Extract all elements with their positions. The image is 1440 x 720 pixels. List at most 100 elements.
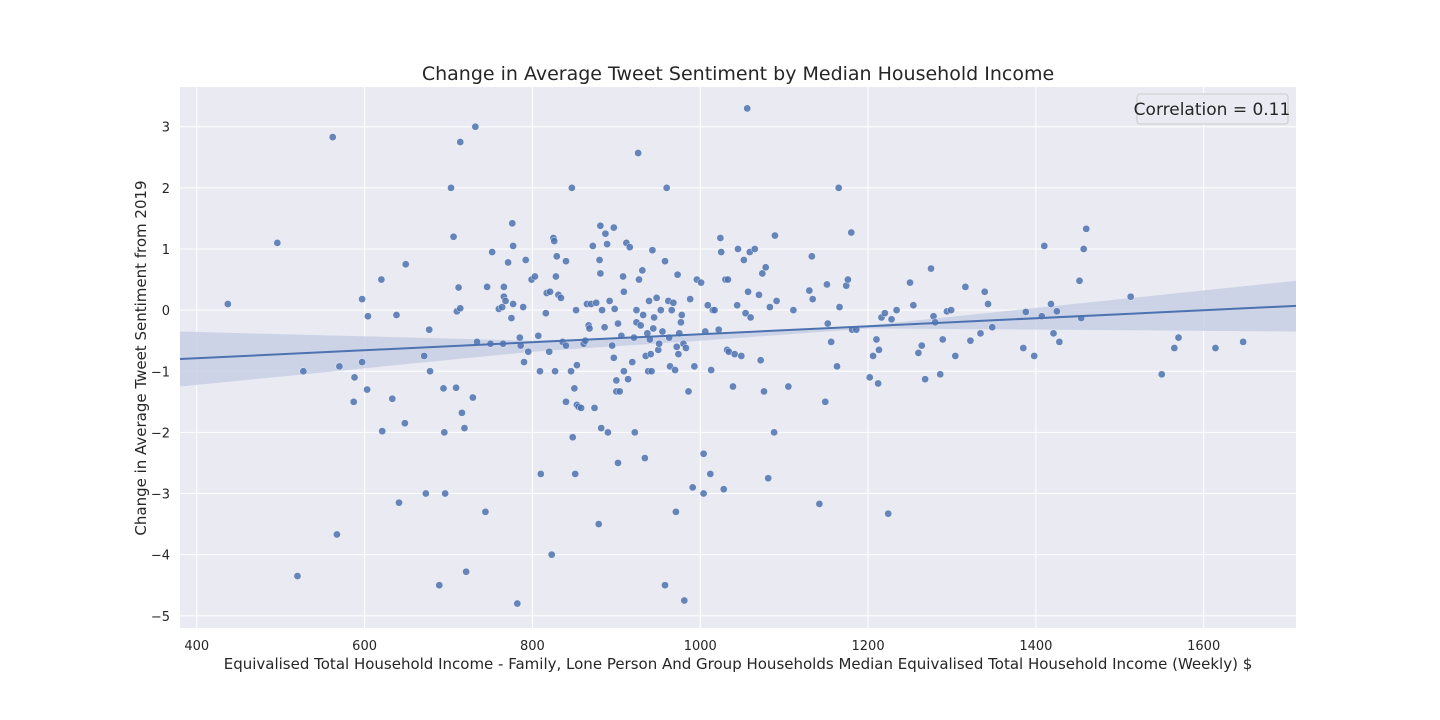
data-point <box>401 419 409 428</box>
data-point <box>710 306 719 314</box>
data-point <box>562 341 570 350</box>
data-point <box>335 362 344 371</box>
data-point <box>947 306 955 314</box>
data-point <box>601 229 610 238</box>
data-point <box>596 269 605 278</box>
data-point <box>552 272 560 281</box>
data-point <box>827 338 835 346</box>
data-point <box>378 427 387 435</box>
data-point <box>333 530 341 539</box>
data-point <box>1079 245 1088 253</box>
legend-box <box>1136 93 1289 125</box>
regression-line <box>179 304 1297 361</box>
data-point <box>1126 292 1135 301</box>
data-point <box>887 315 896 324</box>
data-point <box>688 483 697 492</box>
data-point <box>509 242 517 250</box>
data-point <box>815 500 824 508</box>
data-point <box>568 433 577 442</box>
data-point <box>865 373 874 382</box>
data-point <box>674 350 683 358</box>
data-point <box>808 252 816 261</box>
data-point <box>823 280 831 289</box>
data-point <box>884 509 892 518</box>
data-point <box>501 297 510 305</box>
data-point <box>761 263 770 272</box>
data-point <box>847 228 856 237</box>
data-point <box>462 567 470 576</box>
data-point <box>756 356 765 365</box>
data-point <box>821 398 830 406</box>
data-point <box>570 384 579 393</box>
data-point <box>980 287 989 296</box>
data-point <box>635 275 643 284</box>
data-point <box>546 287 554 296</box>
data-point <box>673 270 682 279</box>
data-point <box>655 339 663 348</box>
data-point <box>439 384 448 393</box>
data-point <box>657 306 665 314</box>
data-point <box>610 223 618 232</box>
data-point <box>789 306 798 314</box>
data-point <box>906 278 914 287</box>
data-point <box>598 306 606 314</box>
data-point <box>717 248 726 256</box>
data-point <box>772 297 781 305</box>
data-point <box>562 257 570 266</box>
data-point <box>1047 300 1055 308</box>
data-point <box>984 300 992 308</box>
data-point <box>521 256 530 264</box>
data-point <box>1075 276 1084 285</box>
data-point <box>646 350 655 358</box>
x-tick-label: 1600 <box>1187 639 1220 654</box>
data-point <box>293 572 302 580</box>
data-point <box>422 489 430 498</box>
data-point <box>758 269 767 278</box>
data-point <box>568 184 576 192</box>
data-point <box>730 350 739 358</box>
data-point <box>716 234 725 242</box>
data-point <box>547 550 556 559</box>
data-point <box>638 266 647 275</box>
data-point <box>488 248 496 256</box>
data-point <box>686 295 694 303</box>
data-point <box>615 387 624 396</box>
data-point <box>440 428 449 437</box>
data-point <box>614 459 622 467</box>
y-tick-label: 0 <box>162 304 170 319</box>
data-point <box>456 138 465 146</box>
data-point <box>1049 329 1058 338</box>
data-point <box>744 287 752 296</box>
data-point <box>661 581 669 590</box>
data-point <box>571 470 580 478</box>
data-point <box>557 294 565 302</box>
data-point <box>770 428 778 437</box>
data-point <box>988 323 997 332</box>
data-point <box>536 367 544 376</box>
data-point <box>435 581 444 590</box>
data-point <box>1019 344 1028 352</box>
data-point <box>650 313 658 322</box>
data-point <box>595 256 604 264</box>
data-point <box>509 300 517 308</box>
y-tick-label: −2 <box>151 426 170 441</box>
data-point <box>703 301 712 310</box>
data-point <box>562 398 570 406</box>
data-point <box>1082 225 1091 233</box>
data-point <box>550 237 559 245</box>
data-point <box>363 385 371 394</box>
data-point <box>614 319 622 328</box>
data-point <box>504 258 512 267</box>
data-point <box>358 358 366 366</box>
data-point <box>699 489 708 498</box>
x-tick-label: 1200 <box>852 639 885 654</box>
data-point <box>936 370 945 379</box>
data-point <box>729 382 737 391</box>
data-point <box>483 283 491 291</box>
data-point <box>636 321 645 330</box>
data-point <box>299 367 308 376</box>
data-point <box>835 303 844 311</box>
x-tick-label: 400 <box>184 639 209 654</box>
data-point <box>594 520 603 528</box>
data-point <box>672 508 680 516</box>
